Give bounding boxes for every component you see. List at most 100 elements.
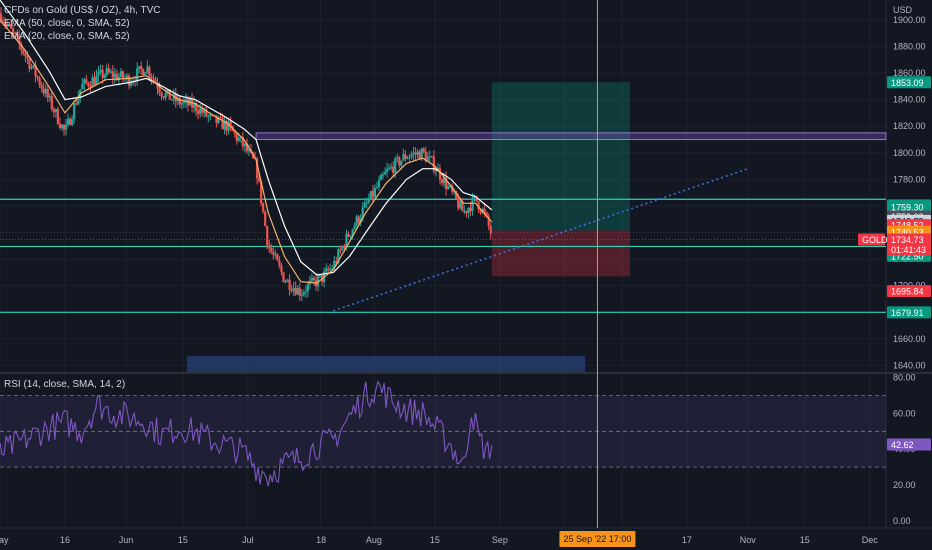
candle-body bbox=[243, 143, 246, 147]
candle-body bbox=[75, 103, 78, 105]
candle-body bbox=[184, 98, 188, 102]
candle-body bbox=[416, 151, 419, 155]
candle-body bbox=[93, 77, 96, 85]
candle-body bbox=[91, 77, 94, 88]
candle-body bbox=[361, 207, 364, 219]
candle-body bbox=[412, 152, 415, 155]
candle-body bbox=[373, 188, 377, 197]
candle-body bbox=[109, 71, 112, 73]
ema20-legend: EMA (20, close, 0, SMA, 52) bbox=[4, 31, 130, 42]
candle-body bbox=[424, 151, 427, 161]
candle-body bbox=[318, 275, 322, 277]
candle-body bbox=[331, 268, 334, 270]
cursor-time-bg bbox=[559, 531, 636, 547]
candle-body bbox=[115, 73, 118, 81]
candle-body bbox=[107, 68, 110, 73]
price-axis-currency: USD bbox=[893, 5, 913, 15]
candle-body bbox=[8, 24, 11, 26]
candle-body bbox=[457, 198, 460, 209]
rsi-legend: RSI (14, close, SMA, 14, 2) bbox=[4, 379, 126, 390]
candle-body bbox=[24, 53, 27, 57]
candle-body bbox=[430, 156, 433, 158]
candle-body bbox=[335, 260, 338, 263]
price-tag-bg bbox=[887, 200, 931, 213]
candle-body bbox=[113, 73, 116, 78]
candle-body bbox=[294, 287, 297, 295]
candle-body bbox=[394, 158, 397, 174]
price-tick-label: 1800.00 bbox=[893, 148, 926, 158]
candle-body bbox=[180, 103, 183, 105]
candle-body bbox=[381, 174, 385, 176]
candle-body bbox=[310, 277, 314, 281]
candle-body bbox=[428, 156, 431, 158]
candle-body bbox=[367, 199, 370, 203]
time-tick-label: 15 bbox=[178, 535, 188, 545]
candle-body bbox=[353, 225, 356, 230]
candle-body bbox=[453, 191, 456, 193]
position-target-zone bbox=[491, 82, 630, 231]
candle-body bbox=[377, 180, 381, 188]
candle-body bbox=[349, 235, 352, 237]
candle-body bbox=[278, 260, 281, 266]
symbol-tag-bg bbox=[858, 233, 885, 246]
candle-body bbox=[351, 229, 354, 236]
candle-body bbox=[379, 175, 383, 181]
annotation-bar bbox=[186, 356, 586, 372]
time-tick-label: Jun bbox=[119, 535, 134, 545]
candle-body bbox=[144, 72, 147, 76]
candle-body bbox=[194, 102, 198, 112]
candle-body bbox=[371, 191, 374, 197]
candle-body bbox=[233, 131, 236, 134]
candle-body bbox=[209, 114, 212, 116]
candle-body bbox=[221, 117, 224, 130]
candle-body bbox=[203, 108, 206, 113]
candle-body bbox=[52, 109, 55, 113]
candle-body bbox=[245, 143, 249, 152]
candle-body bbox=[97, 71, 100, 76]
candle-body bbox=[383, 171, 387, 175]
candle-body bbox=[422, 148, 425, 152]
candle-body bbox=[467, 207, 470, 214]
candle-body bbox=[85, 79, 88, 83]
candle-body bbox=[140, 66, 143, 70]
candle-body bbox=[101, 69, 104, 79]
current-price-value: 1734.73 bbox=[891, 235, 924, 245]
candle-body bbox=[489, 226, 492, 234]
candle-body bbox=[388, 167, 391, 170]
price-tick-label: 1900.00 bbox=[893, 15, 926, 25]
candle-body bbox=[449, 185, 452, 187]
position-stop-zone bbox=[491, 230, 630, 277]
candle-body bbox=[304, 291, 307, 293]
price-tick-label: 1780.00 bbox=[893, 174, 926, 184]
candle-body bbox=[152, 78, 155, 80]
current-price-bg bbox=[887, 233, 931, 256]
candle-body bbox=[404, 154, 407, 159]
candle-body bbox=[66, 118, 70, 125]
candle-body bbox=[392, 166, 395, 174]
candle-body bbox=[333, 260, 336, 269]
candle-body bbox=[38, 78, 41, 86]
price-tag-text: 1748.52 bbox=[891, 221, 924, 231]
candle-body bbox=[54, 109, 57, 113]
candle-body bbox=[327, 268, 330, 271]
candle-body bbox=[302, 292, 305, 295]
candle-body bbox=[276, 254, 279, 261]
candle-body bbox=[359, 218, 362, 223]
candle-body bbox=[56, 109, 60, 124]
price-tag-text: 1759.30 bbox=[891, 202, 924, 212]
candle-body bbox=[6, 23, 9, 25]
candle-body bbox=[390, 166, 393, 168]
symbol-tag-text: GOLD bbox=[862, 235, 888, 245]
candle-body bbox=[292, 287, 295, 291]
rsi-tick-label: 80.00 bbox=[893, 373, 916, 383]
candle-body bbox=[148, 66, 151, 77]
candle-body bbox=[127, 75, 131, 86]
candle-body bbox=[274, 254, 277, 256]
candle-body bbox=[420, 148, 423, 160]
candle-body bbox=[402, 154, 405, 161]
candle-body bbox=[168, 89, 171, 100]
candle-body bbox=[369, 191, 372, 200]
time-tick-label: 17 bbox=[682, 535, 692, 545]
